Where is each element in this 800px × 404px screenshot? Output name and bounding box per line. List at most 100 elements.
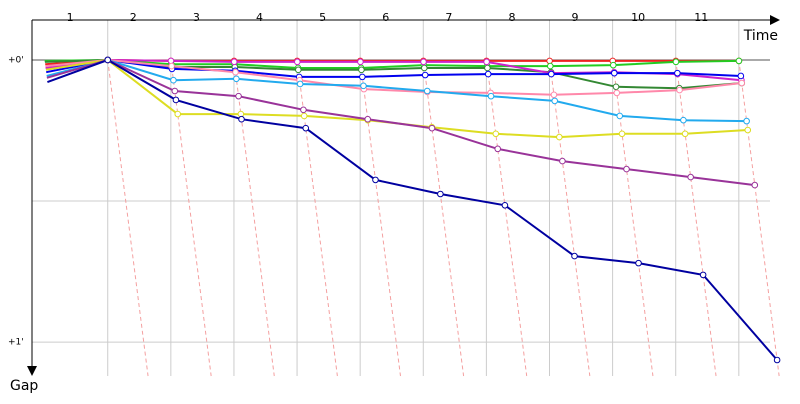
data-point xyxy=(372,176,379,184)
x-tick-label: 7 xyxy=(445,11,452,24)
data-point xyxy=(556,133,563,141)
data-point xyxy=(687,173,694,181)
data-point xyxy=(680,116,687,124)
data-point xyxy=(681,130,689,138)
data-point xyxy=(235,92,242,100)
x-tick-label: 8 xyxy=(508,11,515,24)
data-point xyxy=(171,87,179,95)
lap-guide xyxy=(170,59,212,377)
x-tick-label: 1 xyxy=(67,11,74,24)
data-point xyxy=(743,117,750,125)
data-point xyxy=(613,89,621,97)
x-axis-arrow xyxy=(770,15,780,25)
data-point xyxy=(699,271,707,279)
y-tick-label: +1' xyxy=(8,338,24,348)
data-point xyxy=(233,75,240,83)
data-point xyxy=(501,201,509,209)
x-tick-label: 5 xyxy=(319,11,326,24)
data-point xyxy=(420,58,427,66)
x-tick-label: 9 xyxy=(572,11,579,24)
data-point xyxy=(773,356,781,364)
data-point xyxy=(484,64,491,72)
data-point xyxy=(302,124,310,132)
data-point xyxy=(364,115,372,123)
x-tick-label: 3 xyxy=(193,11,200,24)
data-point xyxy=(174,110,182,118)
y-tick-label: +0' xyxy=(8,55,24,65)
data-point xyxy=(616,112,624,120)
data-point xyxy=(170,76,177,84)
x-tick-label: 11 xyxy=(694,11,708,24)
series-line xyxy=(46,58,741,78)
data-point xyxy=(232,68,239,76)
data-point xyxy=(293,58,301,66)
data-point xyxy=(295,66,302,74)
data-point xyxy=(484,70,492,78)
lap-guide xyxy=(612,59,654,377)
data-point xyxy=(551,97,559,105)
data-point xyxy=(358,66,365,74)
data-point xyxy=(230,58,238,66)
x-tick-label: 6 xyxy=(382,11,389,24)
data-point xyxy=(744,126,752,134)
lap-guide xyxy=(738,59,780,377)
data-point xyxy=(437,190,444,198)
data-point xyxy=(420,64,428,72)
data-point xyxy=(423,87,431,95)
data-point xyxy=(571,252,578,260)
data-point xyxy=(296,80,304,88)
x-tick-label: 4 xyxy=(256,11,263,24)
data-point xyxy=(421,71,429,79)
x-tick-label: 2 xyxy=(130,11,137,24)
lap-guide xyxy=(107,59,149,377)
data-point xyxy=(547,70,555,78)
x-axis-title: Time xyxy=(743,28,778,44)
lap-guide xyxy=(422,59,465,377)
data-point xyxy=(357,58,364,66)
data-point xyxy=(623,165,630,173)
data-point xyxy=(238,115,245,123)
data-point xyxy=(546,62,554,70)
data-point xyxy=(492,130,500,138)
data-point xyxy=(172,96,180,104)
data-point xyxy=(494,145,502,153)
data-point xyxy=(550,91,558,99)
data-point xyxy=(735,57,743,65)
data-point xyxy=(676,86,683,94)
series-line xyxy=(47,58,778,361)
series-line xyxy=(45,58,748,139)
data-point xyxy=(428,124,436,132)
data-point xyxy=(635,259,642,267)
data-point xyxy=(612,83,620,91)
data-point xyxy=(751,181,759,189)
series-line xyxy=(46,58,747,123)
lap-guide xyxy=(675,59,717,377)
data-point xyxy=(618,130,626,138)
data-point xyxy=(737,72,745,80)
data-point xyxy=(609,61,617,69)
data-point xyxy=(359,73,366,81)
lap-guide xyxy=(359,59,401,377)
data-point xyxy=(483,58,490,66)
data-point xyxy=(610,69,618,77)
data-point xyxy=(300,106,307,114)
series-line xyxy=(44,58,739,69)
data-point xyxy=(360,82,367,90)
data-point xyxy=(104,56,112,64)
series-line xyxy=(46,58,755,187)
data-point xyxy=(738,79,746,87)
series-line xyxy=(45,58,742,96)
y-axis-title: Gap xyxy=(10,378,38,394)
x-tick-label: 10 xyxy=(631,11,645,24)
data-point xyxy=(487,92,495,100)
series-markers xyxy=(104,56,781,364)
lap-guides xyxy=(107,59,780,377)
lap-guide xyxy=(233,59,275,377)
data-point xyxy=(168,62,175,70)
series-lines xyxy=(44,58,778,361)
data-point xyxy=(672,58,680,66)
data-point xyxy=(559,157,566,165)
data-point xyxy=(300,112,308,120)
